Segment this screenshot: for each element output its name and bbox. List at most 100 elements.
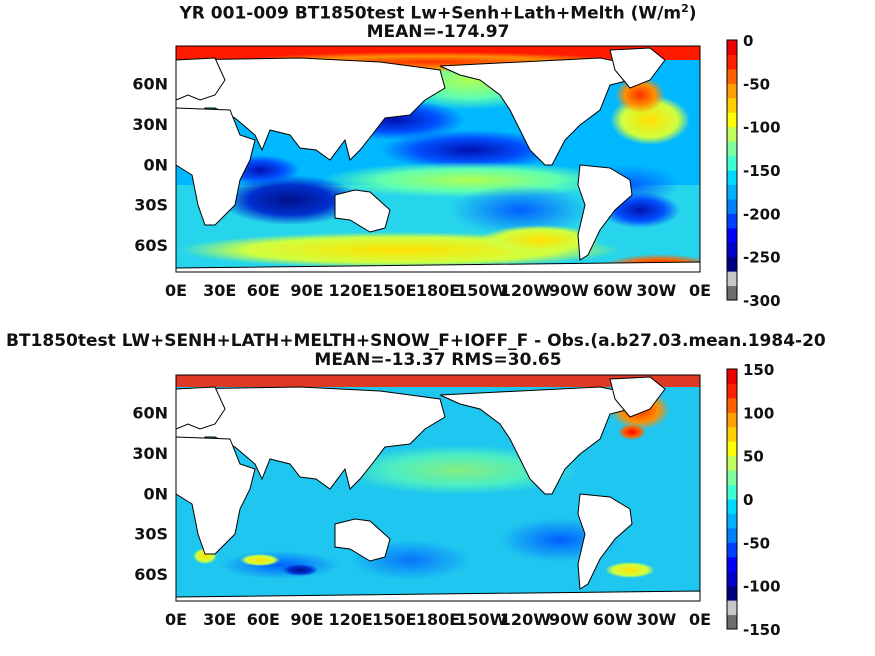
x-tick-label: 30W <box>636 610 676 629</box>
colorbar-tick-label: -100 <box>743 578 781 596</box>
x-tick-label: 120E <box>329 610 373 629</box>
colorbar-segment <box>727 141 737 157</box>
y-tick-label: 30N <box>132 115 168 134</box>
colorbar-segment <box>727 184 737 200</box>
chart-2-subtitle: MEAN=-13.37 RMS=30.65 <box>314 350 562 370</box>
x-tick-label: 60W <box>593 610 633 629</box>
colorbar-segment <box>727 198 737 214</box>
chart-1-title-suffix: ) <box>688 3 697 24</box>
chart-1-title-main: YR 001-009 BT1850test Lw+Senh+Lath+Melth… <box>179 3 682 24</box>
colorbar-segment <box>727 369 737 384</box>
x-tick-label: 30E <box>203 281 236 300</box>
x-tick-label: 0E <box>689 610 711 629</box>
colorbar-segment <box>727 499 737 514</box>
x-tick-label: 60E <box>247 610 280 629</box>
x-tick-label: 0E <box>165 610 187 629</box>
y-tick-label: 60N <box>132 75 168 94</box>
colorbar-frame <box>726 368 738 630</box>
chart-1-frame <box>175 45 701 273</box>
y-tick-label: 0N <box>143 155 168 174</box>
x-tick-label: 150E <box>372 610 416 629</box>
x-tick-label: 180E <box>416 610 460 629</box>
colorbar-tick-label: -200 <box>743 205 781 223</box>
colorbar-tick-label: -150 <box>743 621 781 639</box>
chart-1-title: YR 001-009 BT1850test Lw+Senh+Lath+Melth… <box>179 2 696 24</box>
x-tick-label: 90W <box>549 610 589 629</box>
colorbar-segment <box>727 256 737 272</box>
chart-1-colorbar: 0 -50 -100 -150 -200 -250 -300 <box>726 32 781 310</box>
colorbar-segment <box>727 527 737 543</box>
x-tick-label: 150E <box>372 281 416 300</box>
colorbar-segment <box>727 571 737 587</box>
y-tick-label: 30S <box>134 196 168 215</box>
x-tick-label: 30W <box>636 281 676 300</box>
land-eurasia <box>175 57 446 161</box>
x-tick-label: 150W <box>456 610 507 629</box>
colorbar-segment <box>727 83 737 99</box>
colorbar-segment <box>727 455 737 471</box>
colorbar-segment <box>727 126 737 142</box>
x-tick-label: 0E <box>165 281 187 300</box>
colorbar-segment <box>727 556 737 572</box>
chart-2-title: BT1850test LW+SENH+LATH+MELTH+SNOW_F+IOF… <box>6 331 826 351</box>
colorbar-tick-label: 0 <box>743 491 753 509</box>
x-tick-label: 0E <box>689 281 711 300</box>
colorbar-segment <box>727 112 737 128</box>
colorbar-segment <box>727 242 737 258</box>
land-europe <box>175 57 226 101</box>
colorbar-segment <box>727 285 737 301</box>
chart-1-title-superscript: 2 <box>681 2 689 15</box>
colorbar-segment <box>727 585 737 601</box>
x-tick-label: 120W <box>500 281 551 300</box>
colorbar-segment <box>727 484 737 500</box>
colorbar-segment <box>727 383 737 399</box>
colorbar-segment <box>727 170 737 185</box>
y-tick-label: 60N <box>132 404 168 423</box>
colorbar-segment <box>727 271 737 287</box>
y-tick-label: 30S <box>134 525 168 544</box>
x-tick-label: 90E <box>290 610 323 629</box>
colorbar-tick-label: 100 <box>743 404 774 422</box>
colorbar-segment <box>727 397 737 413</box>
colorbar-segment <box>727 614 737 630</box>
x-tick-label: 60E <box>247 281 280 300</box>
land-greenland <box>609 47 666 89</box>
colorbar-tick-label: -250 <box>743 249 781 267</box>
x-tick-label: 120E <box>329 281 373 300</box>
x-tick-label: 60W <box>593 281 633 300</box>
chart-1-subtitle: MEAN=-174.97 <box>366 22 510 42</box>
colorbar-tick-label: -300 <box>743 292 781 310</box>
continents <box>175 47 701 273</box>
colorbar-segment <box>727 412 737 428</box>
colorbar-segment <box>727 600 737 616</box>
colorbar-frame <box>726 39 738 301</box>
colorbar-segment <box>727 441 737 457</box>
x-tick-label: 30E <box>203 610 236 629</box>
colorbar-segment <box>727 54 737 70</box>
colorbar-tick-label: -150 <box>743 162 781 180</box>
colorbar-tick-label: -50 <box>743 75 770 93</box>
x-tick-label: 120W <box>500 610 551 629</box>
y-tick-label: 30N <box>132 444 168 463</box>
colorbar-segment <box>727 155 737 171</box>
colorbar-segment <box>727 68 737 84</box>
colorbar-segment <box>727 513 737 529</box>
y-tick-label: 60S <box>134 236 168 255</box>
x-tick-label: 90E <box>290 281 323 300</box>
colorbar-segment <box>727 542 737 558</box>
y-tick-label: 60S <box>134 565 168 584</box>
chart-2-frame <box>175 374 701 602</box>
land-australia <box>334 189 391 233</box>
x-tick-label: 90W <box>549 281 589 300</box>
colorbar-segment <box>727 40 737 55</box>
colorbar-segment <box>727 470 737 486</box>
colorbar-tick-label: 150 <box>743 361 774 379</box>
colorbar-tick-label: 50 <box>743 448 764 466</box>
colorbar-segment <box>727 213 737 229</box>
x-tick-label: 180E <box>416 281 460 300</box>
x-tick-label: 150W <box>456 281 507 300</box>
colorbar-segment <box>727 97 737 113</box>
